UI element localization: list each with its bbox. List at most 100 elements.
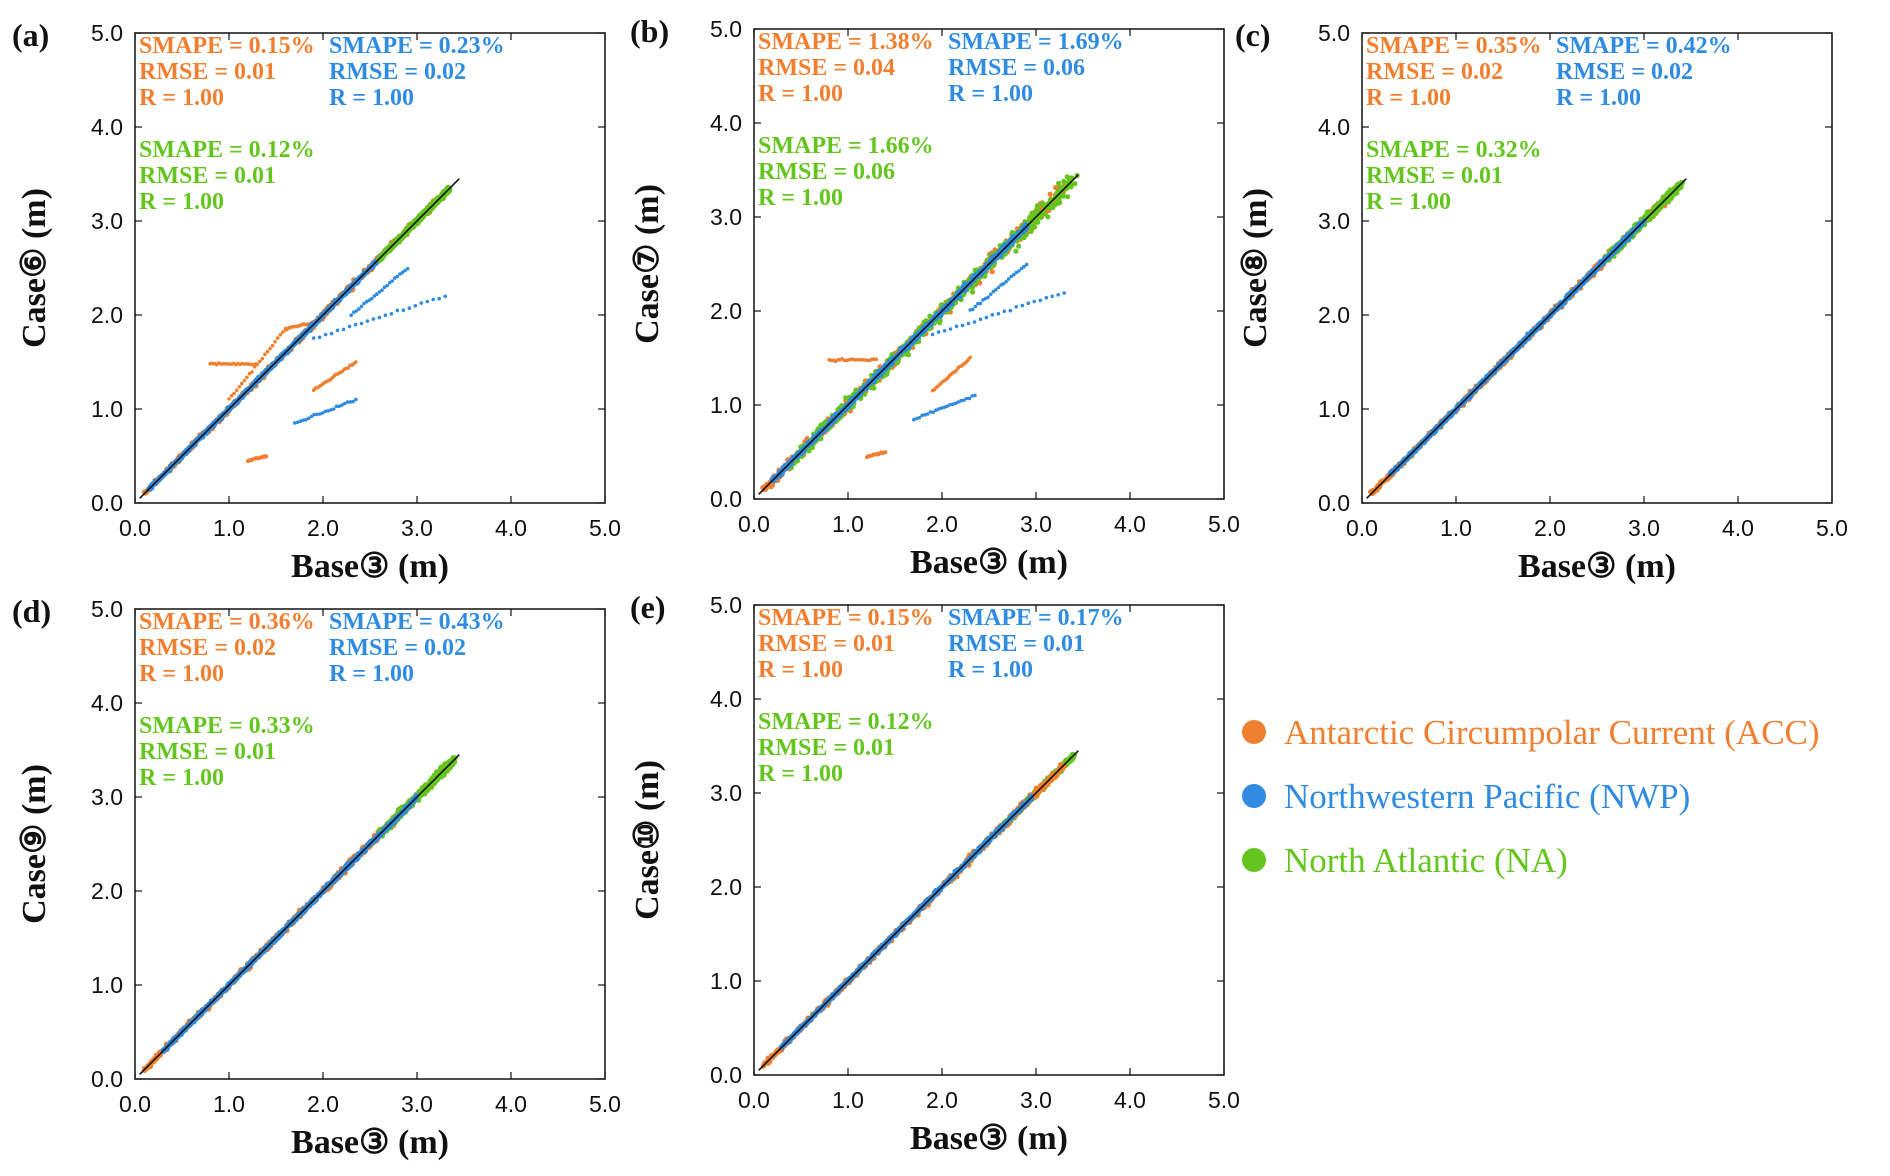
outlier-point — [883, 450, 888, 455]
x-tick-label: 5.0 — [1816, 515, 1848, 541]
outlier-point — [398, 272, 402, 276]
y-tick-label: 5.0 — [91, 20, 123, 46]
outlier-point — [242, 378, 247, 383]
outlier-point — [948, 403, 952, 407]
outlier-point — [263, 352, 267, 357]
outlier-point — [377, 315, 382, 320]
stats-acc: SMAPE = 1.38%RMSE = 0.04R = 1.00 — [758, 29, 934, 107]
outlier-point — [383, 313, 388, 318]
data-point — [1034, 203, 1040, 209]
outlier-point — [318, 412, 322, 416]
outlier-point — [273, 339, 277, 344]
outlier-point — [309, 414, 314, 419]
outlier-point — [275, 336, 280, 340]
panel-3: 0.0 1.0 2.0 3.0 4.0 5.00.01.02.03.04.05.0Base… — [1235, 17, 1848, 585]
outlier-point — [255, 362, 259, 366]
stat-line: RMSE = 0.06 — [948, 55, 1085, 81]
y-tick-label: 1.0 — [1318, 396, 1350, 422]
stat-line: R = 1.00 — [948, 81, 1033, 107]
outlier-point — [346, 366, 351, 370]
x-tick-label: 5.0 — [589, 515, 621, 541]
outlier-point — [960, 323, 965, 328]
outlier-point — [389, 312, 394, 316]
y-tick-label: 3.0 — [710, 204, 742, 230]
outlier-point — [293, 421, 297, 425]
outlier-point — [403, 268, 407, 273]
data-point — [989, 269, 995, 275]
outlier-point — [1009, 274, 1013, 279]
outlier-point — [367, 298, 371, 303]
data-point — [1072, 181, 1078, 187]
outlier-point — [939, 406, 944, 410]
outlier-point — [349, 313, 354, 318]
outlier-point — [340, 403, 344, 407]
outlier-point — [966, 321, 971, 326]
y-tick-label: 1.0 — [91, 396, 123, 422]
outlier-point — [914, 416, 919, 421]
outlier-point — [437, 296, 442, 301]
outlier-point — [245, 375, 249, 380]
outlier-point — [405, 266, 410, 271]
stat-line: R = 1.00 — [139, 85, 224, 111]
outlier-point — [304, 417, 308, 422]
stat-line: R = 1.00 — [758, 185, 843, 211]
outlier-point — [431, 297, 436, 302]
outlier-point — [335, 328, 340, 333]
outlier-point — [377, 290, 382, 294]
outlier-point — [996, 285, 1001, 290]
outlier-point — [252, 365, 257, 369]
outlier-point — [353, 322, 358, 327]
outlier-point — [329, 331, 334, 336]
stat-line: RMSE = 0.04 — [758, 55, 895, 81]
outlier-point — [1001, 282, 1006, 286]
data-point — [1052, 202, 1058, 208]
data-point — [1065, 194, 1071, 200]
outlier-point — [227, 397, 231, 401]
outlier-point — [930, 332, 935, 337]
panel-1: 0.0 1.0 2.0 3.0 4.0 5.00.01.02.03.04.05.0Base… — [12, 17, 621, 585]
x-tick-label: 0.0 — [1346, 515, 1378, 541]
data-point — [1038, 214, 1044, 221]
outlier-point — [326, 409, 330, 413]
outlier-point — [1044, 295, 1049, 300]
outlier-point — [970, 394, 974, 398]
outlier-point — [413, 304, 418, 308]
x-tick-label: 2.0 — [1534, 515, 1566, 541]
outlier-point — [928, 410, 933, 414]
x-tick-label: 1.0 — [832, 511, 864, 537]
panel-label: (a) — [12, 17, 49, 53]
outlier-point — [354, 360, 358, 364]
outlier-point — [1012, 272, 1016, 277]
outlier-point — [247, 371, 252, 376]
outlier-point — [407, 306, 412, 311]
outlier-point — [345, 400, 350, 404]
outlier-point — [978, 301, 983, 306]
outlier-point — [301, 418, 305, 423]
y-axis-title: Case⑥ (m) — [16, 188, 53, 348]
x-tick-label: 5.0 — [1208, 511, 1240, 537]
stats-na: SMAPE = 1.66%RMSE = 0.06R = 1.00 — [758, 133, 934, 211]
outlier-point — [265, 349, 270, 354]
x-axis-title: Base③ (m) — [910, 544, 1068, 581]
outlier-point — [343, 401, 347, 406]
outlier-point — [348, 400, 353, 404]
y-tick-label: 0.0 — [710, 486, 742, 512]
data-point — [1032, 224, 1038, 230]
outlier-point — [1014, 305, 1019, 309]
outlier-point — [874, 357, 878, 362]
outlier-point — [419, 301, 424, 305]
outlier-point — [994, 288, 998, 292]
stats-na: SMAPE = 0.12%RMSE = 0.01R = 1.00 — [139, 137, 315, 215]
data-point — [871, 385, 877, 391]
outlier-point — [268, 346, 272, 351]
outlier-point — [973, 304, 978, 309]
outlier-point — [311, 336, 316, 340]
data-point — [1045, 214, 1051, 220]
x-tick-label: 0.0 — [119, 515, 151, 541]
outlier-point — [988, 292, 993, 297]
outlier-point — [1024, 262, 1029, 267]
outlier-point — [953, 401, 958, 406]
outlier-point — [1020, 303, 1025, 308]
x-tick-label: 0.0 — [738, 511, 770, 537]
x-tick-label: 4.0 — [1114, 511, 1146, 537]
